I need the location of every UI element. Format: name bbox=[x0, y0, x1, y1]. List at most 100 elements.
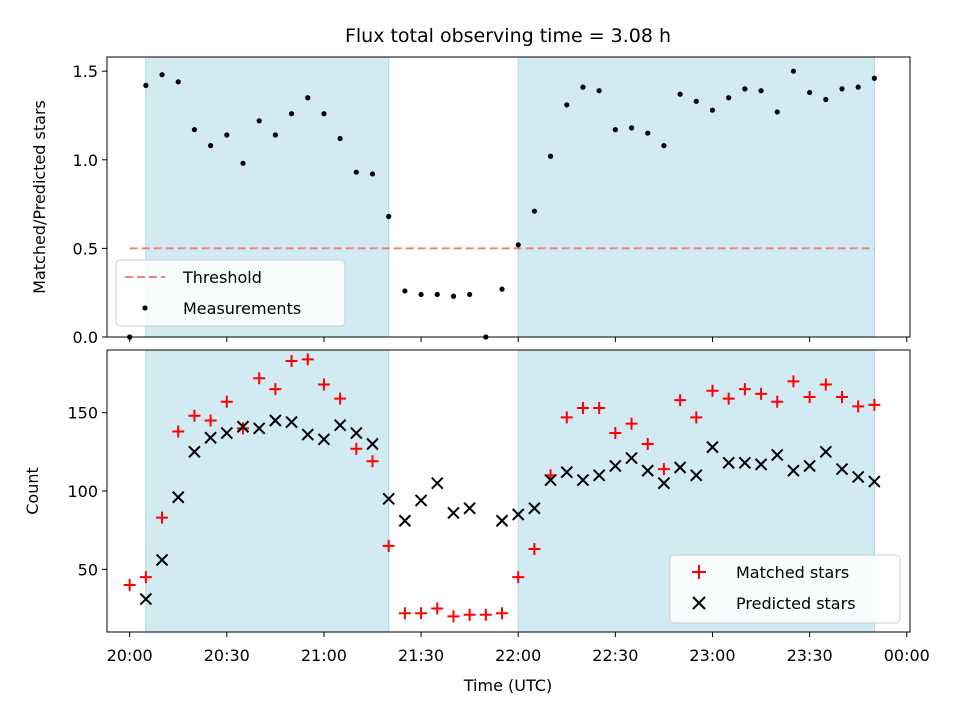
x-tick-label: 00:00 bbox=[884, 646, 930, 665]
measurement-point bbox=[256, 118, 262, 124]
predicted-star-marker bbox=[706, 440, 719, 454]
matched-star-marker bbox=[431, 602, 444, 615]
matched-star-marker bbox=[512, 571, 525, 584]
predicted-star-marker bbox=[155, 553, 169, 567]
predicted-star-marker bbox=[819, 445, 833, 459]
matched-star-marker bbox=[236, 422, 249, 435]
predicted-star-marker bbox=[868, 475, 881, 488]
measurement-point bbox=[758, 88, 764, 94]
matched-star-marker bbox=[156, 511, 169, 524]
matched-star-marker bbox=[690, 411, 703, 424]
predicted-star-marker bbox=[204, 431, 217, 444]
bottom-y-ticks: 50 100 150 bbox=[67, 404, 107, 579]
chart-title: Flux total observing time = 3.08 h bbox=[345, 25, 671, 47]
predicted-star-marker bbox=[512, 508, 525, 521]
x-axis-label: Time (UTC) bbox=[463, 676, 552, 695]
predicted-star-marker bbox=[835, 462, 849, 476]
measurement-point bbox=[855, 84, 861, 90]
measurement-point bbox=[790, 68, 797, 74]
matched-star-marker bbox=[496, 607, 509, 620]
predicted-star-marker bbox=[851, 470, 865, 484]
measurement-point bbox=[337, 135, 343, 142]
measurement-point bbox=[143, 82, 149, 88]
measurement-point bbox=[823, 96, 829, 103]
predicted-star-marker bbox=[641, 464, 654, 477]
predicted-star-marker bbox=[722, 456, 735, 470]
predicted-star-marker bbox=[528, 502, 541, 515]
measurement-point bbox=[159, 72, 165, 78]
measurement-point bbox=[353, 169, 359, 175]
measurement-points bbox=[127, 68, 877, 340]
top-legend: Threshold Measurements bbox=[115, 259, 346, 327]
matched-star-marker bbox=[593, 401, 606, 414]
matched-star-marker bbox=[123, 579, 136, 591]
matched-star-marker bbox=[334, 392, 347, 405]
predicted-star-marker bbox=[495, 514, 509, 527]
matched-star-marker bbox=[836, 391, 849, 403]
predicted-star-marker bbox=[236, 420, 250, 433]
matched-star-marker bbox=[609, 427, 622, 440]
matched-star-marker bbox=[819, 378, 832, 391]
x-tick-label: 20:00 bbox=[107, 646, 153, 665]
predicted-star-marker bbox=[269, 414, 282, 427]
matched-legend-swatch bbox=[692, 565, 706, 579]
predicted-star-marker bbox=[252, 422, 266, 435]
matched-star-marker bbox=[560, 411, 573, 424]
measurement-point bbox=[871, 75, 877, 81]
measurement-point bbox=[628, 125, 635, 131]
measurement-point bbox=[677, 91, 683, 97]
predicted-legend-label: Predicted stars bbox=[736, 594, 856, 613]
predicted-star-marker bbox=[333, 418, 347, 432]
top-x-ticks bbox=[129, 337, 908, 342]
measurement-point bbox=[580, 84, 586, 90]
x-tick-label: 22:30 bbox=[592, 646, 638, 665]
matched-star-marker bbox=[188, 409, 201, 422]
matched-star-marker bbox=[625, 417, 638, 430]
matched-star-marker bbox=[771, 395, 784, 408]
predicted-star-marker bbox=[754, 458, 768, 471]
matched-star-marker bbox=[657, 463, 670, 476]
measurement-point bbox=[369, 171, 376, 177]
matched-star-marker bbox=[253, 372, 266, 385]
y-tick-label: 100 bbox=[67, 482, 98, 501]
predicted-star-marker bbox=[431, 476, 444, 490]
matched-legend-label: Matched stars bbox=[736, 563, 849, 582]
bottom-legend-box bbox=[669, 554, 901, 624]
matched-star-marker bbox=[528, 542, 541, 555]
predicted-star-marker bbox=[139, 592, 153, 606]
measurement-point bbox=[450, 293, 457, 299]
predicted-star-marker bbox=[414, 494, 428, 507]
predicted-star-marker bbox=[625, 451, 638, 465]
matched-star-marker bbox=[366, 455, 379, 468]
matched-star-marker bbox=[269, 383, 282, 396]
threshold-legend-label: Threshold bbox=[182, 268, 262, 287]
top-axes-frame bbox=[106, 56, 911, 338]
measurement-point bbox=[742, 86, 748, 92]
measurement-point bbox=[418, 291, 424, 298]
matched-star-marker bbox=[350, 442, 363, 455]
top-y-axis-label: Matched/Predicted stars bbox=[30, 100, 49, 294]
y-tick-label: 50 bbox=[78, 560, 98, 579]
y-tick-label: 0.0 bbox=[73, 328, 98, 347]
measurements-legend-swatch bbox=[142, 305, 148, 311]
matched-star-marker bbox=[447, 610, 460, 623]
bottom-legend: Matched stars Predicted stars bbox=[669, 554, 901, 624]
matched-star-marker bbox=[722, 392, 735, 405]
measurement-point bbox=[774, 109, 780, 115]
matched-star-marker bbox=[738, 383, 751, 396]
predicted-star-marker bbox=[560, 465, 573, 479]
measurement-point bbox=[709, 107, 716, 113]
predicted-star-markers bbox=[139, 414, 881, 606]
top-panel: 0.0 0.5 1.0 1.5 Matched/Predicted stars Thr… bbox=[30, 56, 911, 347]
measurement-point bbox=[531, 208, 538, 214]
predicted-star-marker bbox=[609, 459, 622, 473]
predicted-star-marker bbox=[738, 456, 752, 470]
y-tick-label: 1.5 bbox=[73, 62, 98, 81]
measurement-point bbox=[596, 88, 602, 94]
top-legend-box bbox=[115, 259, 346, 327]
matched-star-marker bbox=[317, 378, 330, 391]
predicted-star-marker bbox=[544, 473, 557, 487]
measurement-point bbox=[839, 86, 845, 92]
bottom-panel: 20:00 20:30 21:00 21:30 22:00 22:30 23:00 23:30… bbox=[23, 349, 930, 695]
